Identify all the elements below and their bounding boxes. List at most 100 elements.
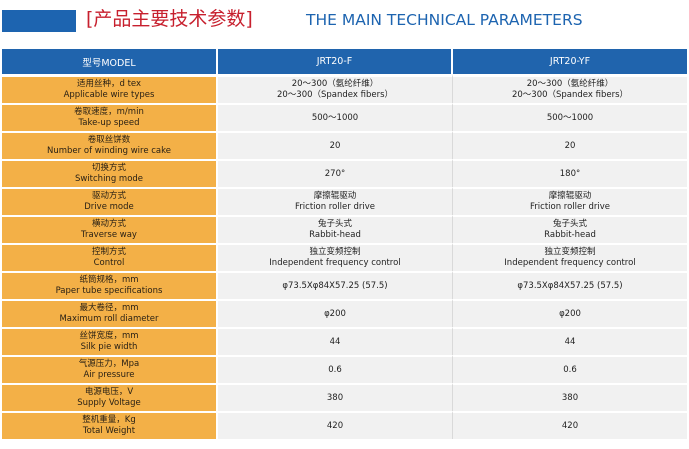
value-line: Independent frequency control bbox=[269, 258, 401, 268]
value-jrt20-yf: 摩擦辊驱动 Friction roller drive bbox=[453, 187, 687, 215]
value-line: 44 bbox=[564, 336, 576, 347]
table-body: 适用丝种，d tex Applicable wire types 20～300（氨纶… bbox=[2, 74, 687, 439]
value-jrt20-f: 20 bbox=[218, 131, 453, 159]
parameter-label-en: Number of winding wire cake bbox=[47, 146, 171, 156]
value-line: 20 bbox=[329, 140, 341, 151]
value-line: 20～300（Spandex fibers） bbox=[511, 90, 629, 100]
value-line: 380 bbox=[326, 392, 344, 403]
parameter-label-cn: 控制方式 bbox=[91, 247, 126, 257]
value-line: 420 bbox=[326, 420, 344, 431]
parameter-label-en: Switching mode bbox=[74, 174, 144, 184]
parameter-label: 纸筒规格，mm Paper tube specifications bbox=[2, 271, 218, 299]
value-jrt20-yf: 兔子头式 Rabbit-head bbox=[453, 215, 687, 243]
value-line: Independent frequency control bbox=[504, 258, 636, 268]
table-row: 控制方式 Control 独立变频控制 Independent frequency c… bbox=[2, 243, 687, 271]
value-jrt20-f: 420 bbox=[218, 411, 453, 439]
value-jrt20-f: 380 bbox=[218, 383, 453, 411]
column-header-jrt20-f: JRT20-F bbox=[218, 49, 453, 74]
parameter-label-en: Control bbox=[93, 258, 125, 268]
value-line: 500～1000 bbox=[311, 112, 359, 123]
value-line: φ73.5Xφ84X57.25 (57.5) bbox=[282, 280, 388, 291]
parameter-label: 最大卷径，mm Maximum roll diameter bbox=[2, 299, 218, 327]
value-line: 20～300（Spandex fibers） bbox=[276, 90, 394, 100]
column-header-model: 型号MODEL bbox=[2, 49, 218, 74]
table-row: 气源压力，Mpa Air pressure 0.6 0.6 bbox=[2, 355, 687, 383]
parameter-label-cn: 整机重量，Kg bbox=[82, 415, 136, 425]
parameter-label-en: Silk pie width bbox=[80, 342, 138, 352]
table-row: 卷取丝饼数 Number of winding wire cake 20 20 bbox=[2, 131, 687, 159]
value-line: 180° bbox=[559, 168, 581, 179]
value-line: Friction roller drive bbox=[295, 202, 375, 212]
value-jrt20-yf: 44 bbox=[453, 327, 687, 355]
table-row: 最大卷径，mm Maximum roll diameter φ200 φ200 bbox=[2, 299, 687, 327]
parameter-label-en: Drive mode bbox=[84, 202, 134, 212]
table-row: 卷取速度，m/min Take-up speed 500～1000 500～1000 bbox=[2, 103, 687, 131]
title-chinese: [产品主要技术参数] bbox=[86, 8, 253, 30]
value-line: Rabbit-head bbox=[309, 230, 361, 240]
value-line: φ200 bbox=[324, 308, 346, 319]
value-line: φ200 bbox=[559, 308, 581, 319]
parameter-label-en: Air pressure bbox=[83, 370, 135, 380]
value-jrt20-yf: 420 bbox=[453, 411, 687, 439]
value-jrt20-yf: 180° bbox=[453, 159, 687, 187]
parameter-label-cn: 横动方式 bbox=[91, 219, 126, 229]
value-line: 0.6 bbox=[328, 364, 342, 375]
parameter-label: 卷取速度，m/min Take-up speed bbox=[2, 103, 218, 131]
parameter-label: 驱动方式 Drive mode bbox=[2, 187, 218, 215]
value-jrt20-yf: 0.6 bbox=[453, 355, 687, 383]
table-header-row: 型号MODEL JRT20-F JRT20-YF bbox=[2, 49, 687, 74]
value-jrt20-f: 兔子头式 Rabbit-head bbox=[218, 215, 453, 243]
value-line: 兔子头式 bbox=[552, 219, 587, 229]
table-row: 适用丝种，d tex Applicable wire types 20～300（氨纶… bbox=[2, 74, 687, 103]
parameter-label-cn: 丝饼宽度，mm bbox=[79, 331, 139, 341]
parameter-label-en: Maximum roll diameter bbox=[59, 314, 159, 324]
value-line: 420 bbox=[561, 420, 579, 431]
parameter-label: 控制方式 Control bbox=[2, 243, 218, 271]
value-line: 270° bbox=[324, 168, 346, 179]
column-header-jrt20-yf: JRT20-YF bbox=[453, 49, 687, 74]
parameter-label: 适用丝种，d tex Applicable wire types bbox=[2, 74, 218, 103]
value-jrt20-f: 270° bbox=[218, 159, 453, 187]
table-row: 丝饼宽度，mm Silk pie width 44 44 bbox=[2, 327, 687, 355]
value-line: 0.6 bbox=[563, 364, 577, 375]
value-line: 44 bbox=[329, 336, 341, 347]
parameter-label: 整机重量，Kg Total Weight bbox=[2, 411, 218, 439]
value-line: 独立变频控制 bbox=[544, 247, 596, 257]
value-line: 20～300（氨纶纤维） bbox=[526, 79, 614, 89]
parameter-label-cn: 卷取丝饼数 bbox=[87, 135, 131, 145]
parameter-label: 气源压力，Mpa Air pressure bbox=[2, 355, 218, 383]
parameter-label-cn: 适用丝种，d tex bbox=[76, 79, 142, 89]
parameter-label-en: Take-up speed bbox=[78, 118, 140, 128]
value-line: 兔子头式 bbox=[317, 219, 352, 229]
value-line: Friction roller drive bbox=[530, 202, 610, 212]
parameter-label: 切换方式 Switching mode bbox=[2, 159, 218, 187]
parameter-label-en: Applicable wire types bbox=[63, 90, 155, 100]
table-row: 横动方式 Traverse way 兔子头式 Rabbit-head 兔子头式 Rabbi… bbox=[2, 215, 687, 243]
value-line: 摩擦辊驱动 bbox=[313, 191, 357, 201]
value-jrt20-yf: 500～1000 bbox=[453, 103, 687, 131]
title-bar: [产品主要技术参数] THE MAIN TECHNICAL PARAMETERS bbox=[0, 4, 689, 32]
value-jrt20-f: 摩擦辊驱动 Friction roller drive bbox=[218, 187, 453, 215]
value-line: 380 bbox=[561, 392, 579, 403]
parameter-label-en: Traverse way bbox=[81, 230, 137, 240]
parameter-label-en: Paper tube specifications bbox=[55, 286, 163, 296]
value-line: 20 bbox=[564, 140, 576, 151]
value-jrt20-yf: 380 bbox=[453, 383, 687, 411]
value-line: Rabbit-head bbox=[544, 230, 596, 240]
value-line: φ73.5Xφ84X57.25 (57.5) bbox=[517, 280, 623, 291]
value-line: 500～1000 bbox=[546, 112, 594, 123]
table-row: 驱动方式 Drive mode 摩擦辊驱动 Friction roller drive… bbox=[2, 187, 687, 215]
value-line: 20～300（氨纶纤维） bbox=[291, 79, 379, 89]
table-row: 整机重量，Kg Total Weight 420 420 bbox=[2, 411, 687, 439]
value-jrt20-f: φ73.5Xφ84X57.25 (57.5) bbox=[218, 271, 453, 299]
parameter-label-cn: 驱动方式 bbox=[91, 191, 126, 201]
value-jrt20-f: 500～1000 bbox=[218, 103, 453, 131]
value-jrt20-f: 独立变频控制 Independent frequency control bbox=[218, 243, 453, 271]
value-jrt20-f: φ200 bbox=[218, 299, 453, 327]
value-jrt20-yf: 独立变频控制 Independent frequency control bbox=[453, 243, 687, 271]
parameter-label: 横动方式 Traverse way bbox=[2, 215, 218, 243]
parameter-label-en: Supply Voltage bbox=[77, 398, 141, 408]
value-jrt20-yf: φ200 bbox=[453, 299, 687, 327]
value-jrt20-yf: 20 bbox=[453, 131, 687, 159]
parameter-label-cn: 纸筒规格，mm bbox=[79, 275, 139, 285]
